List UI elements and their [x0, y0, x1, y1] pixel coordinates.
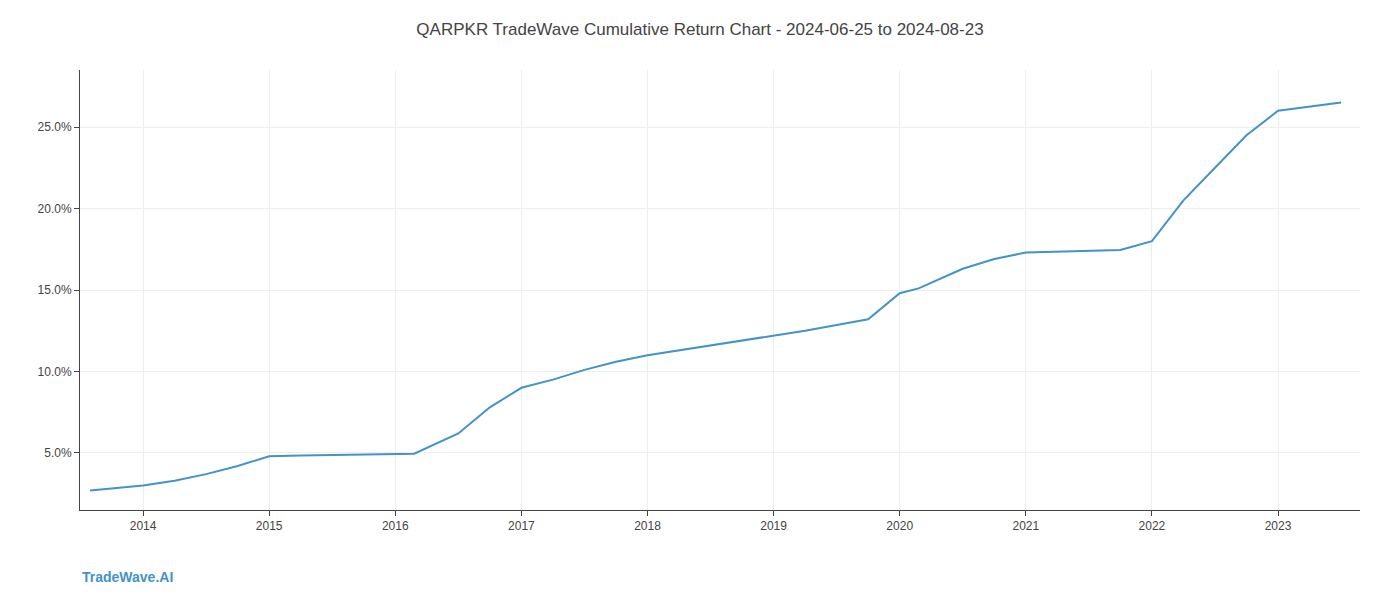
- svg-text:2015: 2015: [256, 519, 283, 533]
- svg-text:20.0%: 20.0%: [38, 202, 72, 216]
- svg-text:2019: 2019: [760, 519, 787, 533]
- svg-text:2016: 2016: [382, 519, 409, 533]
- svg-text:QARPKR TradeWave Cumulative Re: QARPKR TradeWave Cumulative Return Chart…: [416, 20, 983, 39]
- svg-text:TradeWave.AI: TradeWave.AI: [82, 569, 173, 585]
- svg-text:2018: 2018: [634, 519, 661, 533]
- svg-text:10.0%: 10.0%: [38, 365, 72, 379]
- svg-text:2022: 2022: [1139, 519, 1166, 533]
- svg-text:5.0%: 5.0%: [44, 446, 72, 460]
- svg-text:2017: 2017: [508, 519, 535, 533]
- svg-text:2020: 2020: [886, 519, 913, 533]
- svg-text:2021: 2021: [1012, 519, 1039, 533]
- svg-text:2014: 2014: [130, 519, 157, 533]
- svg-text:25.0%: 25.0%: [38, 120, 72, 134]
- svg-text:15.0%: 15.0%: [38, 283, 72, 297]
- svg-text:2023: 2023: [1265, 519, 1292, 533]
